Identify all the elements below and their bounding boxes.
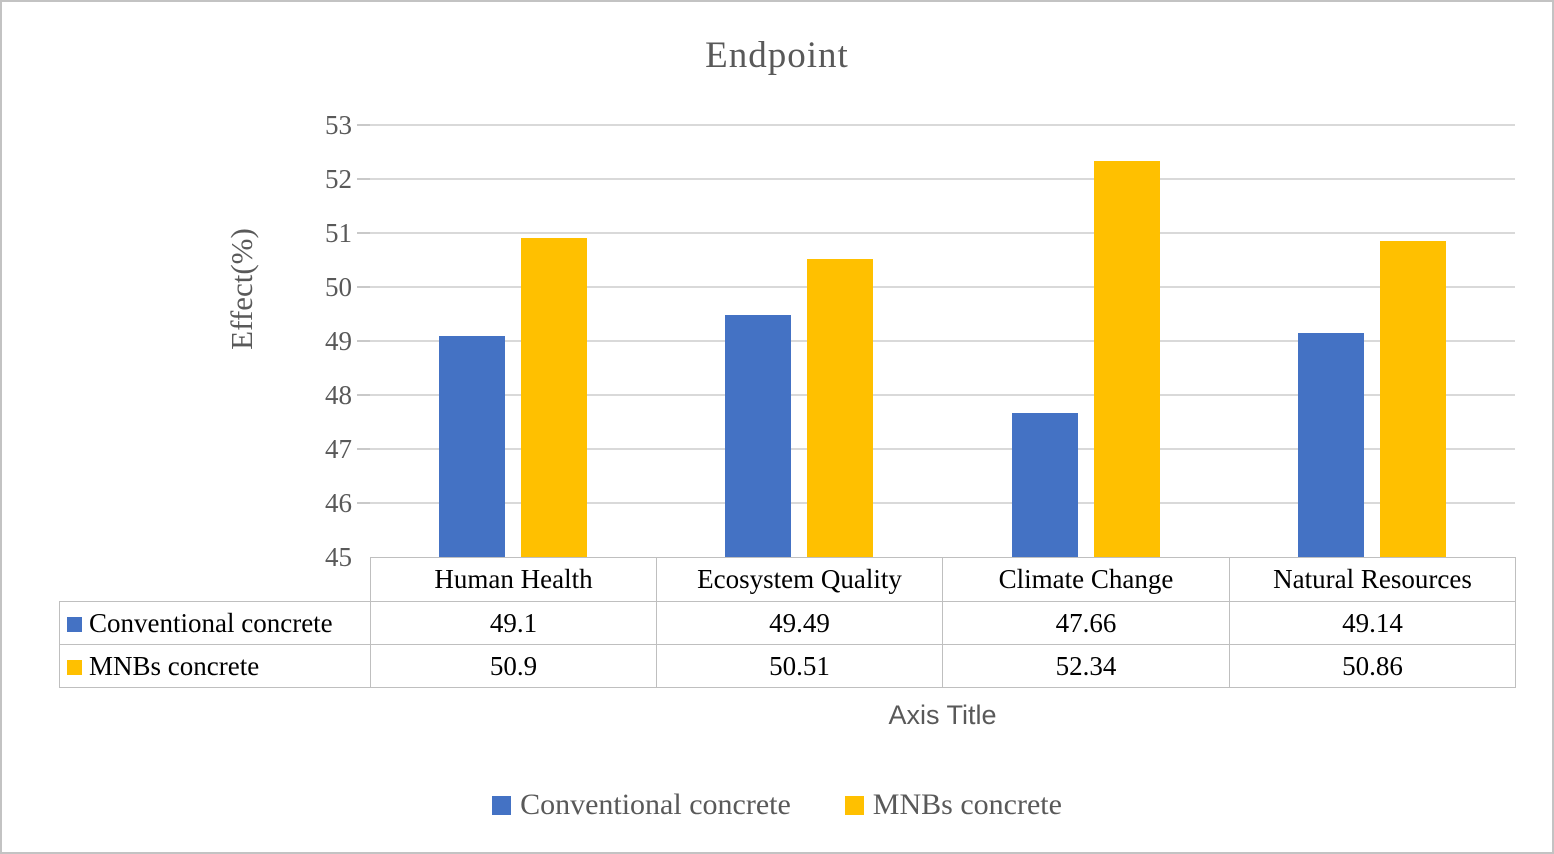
gridline-47: [370, 448, 1515, 450]
gridline-52: [370, 178, 1515, 180]
table-corner-cell: [60, 558, 371, 602]
series-label-cell-1: MNBs concrete: [59, 644, 371, 688]
value-cell-0-3: 49.14: [1229, 601, 1516, 645]
bar-0-0: [439, 335, 506, 557]
bar-0-1: [725, 314, 792, 557]
value-cell-0-2: 47.66: [942, 601, 1230, 645]
value-cell-0-1: 49.49: [656, 601, 943, 645]
gridline-48: [370, 394, 1515, 396]
series-swatch-icon: [67, 616, 82, 632]
y-tick-50: [357, 286, 370, 288]
value-cell-1-1: 50.51: [656, 644, 943, 688]
category-header-0: Human Health: [370, 557, 657, 602]
y-axis-title: Effect(%): [224, 228, 259, 350]
value-cell-1-0: 50.9: [370, 644, 657, 688]
series-label: MNBs concrete: [89, 650, 260, 681]
series-label-cell-0: Conventional concrete: [59, 601, 371, 645]
legend-item-1: MNBs concrete: [844, 788, 1062, 822]
gridline-53: [370, 124, 1515, 126]
plot-area: 45 46 47 48 49 50 51 52 53: [325, 110, 1515, 572]
y-tick-label-45: 45: [325, 542, 352, 572]
category-header-1: Ecosystem Quality: [656, 557, 943, 602]
bar-0-2: [1011, 413, 1078, 557]
y-tick-label-50: 50: [325, 272, 352, 302]
value-cell-1-2: 52.34: [942, 644, 1230, 688]
y-tick-label-51: 51: [325, 218, 352, 248]
category-header-2: Climate Change: [942, 557, 1230, 602]
legend-swatch-icon: [844, 795, 864, 815]
data-table-body: Human Health Ecosystem Quality Climate Cha…: [59, 557, 1516, 688]
y-tick-53: [357, 124, 370, 126]
y-tick-label-53: 53: [325, 110, 352, 140]
y-tick-label-47: 47: [325, 434, 352, 464]
legend-label: MNBs concrete: [872, 788, 1062, 821]
bar-1-1: [807, 259, 874, 557]
table-row-1: MNBs concrete 50.9 50.51 52.34 50.86: [59, 644, 1516, 688]
gridline-50: [370, 286, 1515, 288]
legend-label: Conventional concrete: [520, 788, 791, 821]
category-header-3: Natural Resources: [1229, 557, 1516, 602]
y-tick-46: [357, 502, 370, 504]
legend-swatch-icon: [492, 795, 512, 815]
y-tick-label-49: 49: [325, 326, 352, 356]
y-tick-label-48: 48: [325, 380, 352, 410]
bar-1-2: [1093, 160, 1160, 557]
series-label: Conventional concrete: [89, 607, 333, 638]
chart-legend: Conventional concrete MNBs concrete: [2, 788, 1552, 822]
y-tick-label-46: 46: [325, 488, 352, 518]
y-tick-49: [357, 340, 370, 342]
y-tick-51: [357, 232, 370, 234]
value-cell-0-0: 49.1: [370, 601, 657, 645]
data-table: Human Health Ecosystem Quality Climate Cha…: [59, 557, 1516, 688]
x-axis-title: Axis Title: [888, 700, 997, 730]
bar-1-3: [1379, 240, 1446, 557]
legend-item-0: Conventional concrete: [492, 788, 791, 822]
value-cell-1-3: 50.86: [1229, 644, 1516, 688]
y-tick-48: [357, 394, 370, 396]
chart-title: Endpoint: [705, 35, 849, 76]
y-tick-47: [357, 448, 370, 450]
gridline-51: [370, 232, 1515, 234]
table-header-row: Human Health Ecosystem Quality Climate Cha…: [60, 557, 1516, 602]
gridline-49: [370, 340, 1515, 342]
bar-0-3: [1297, 333, 1364, 557]
gridline-46: [370, 502, 1515, 504]
y-tick-52: [357, 178, 370, 180]
series-swatch-icon: [67, 659, 82, 675]
y-tick-label-52: 52: [325, 164, 352, 194]
bar-1-0: [521, 238, 588, 557]
table-row-0: Conventional concrete 49.1 49.49 47.66 49.14: [59, 601, 1516, 645]
